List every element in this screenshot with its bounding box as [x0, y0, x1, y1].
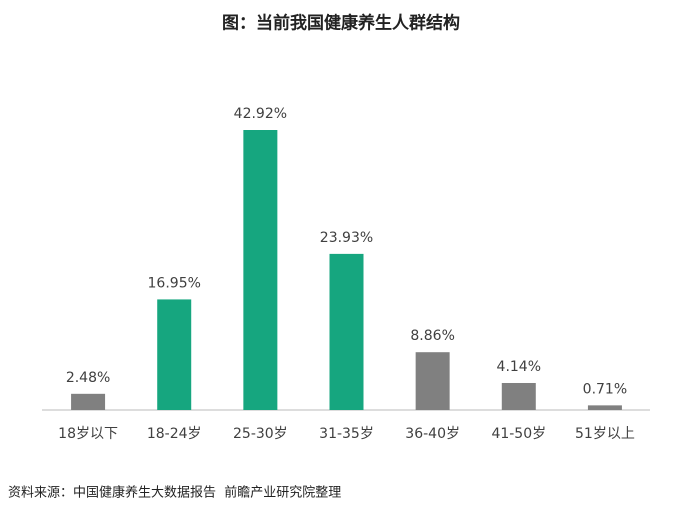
x-tick-label: 31-35岁 [319, 426, 374, 442]
x-tick-label: 51岁以上 [575, 426, 635, 442]
bar [415, 352, 450, 410]
source-note: 资料来源：中国健康养生大数据报告 前瞻产业研究院整理 [8, 485, 341, 501]
bar [71, 393, 106, 410]
bar [587, 405, 622, 410]
bar [243, 130, 278, 410]
x-tick-label: 18-24岁 [147, 426, 202, 442]
x-tick-label: 18岁以下 [58, 426, 118, 442]
bar [329, 253, 364, 410]
chart-title: 图：当前我国健康养生人群结构 [222, 13, 460, 34]
data-label: 0.71% [583, 381, 627, 397]
bar [501, 382, 536, 410]
data-label: 23.93% [320, 230, 373, 246]
x-tick-label: 36-40岁 [405, 426, 460, 442]
x-tick-label: 41-50岁 [491, 426, 546, 442]
data-label: 42.92% [234, 106, 287, 122]
data-label: 16.95% [148, 275, 201, 291]
data-label: 4.14% [497, 359, 541, 375]
bar [157, 299, 192, 410]
data-label: 2.48% [66, 370, 110, 386]
x-tick-label: 25-30岁 [233, 426, 288, 442]
data-label: 8.86% [410, 328, 454, 344]
